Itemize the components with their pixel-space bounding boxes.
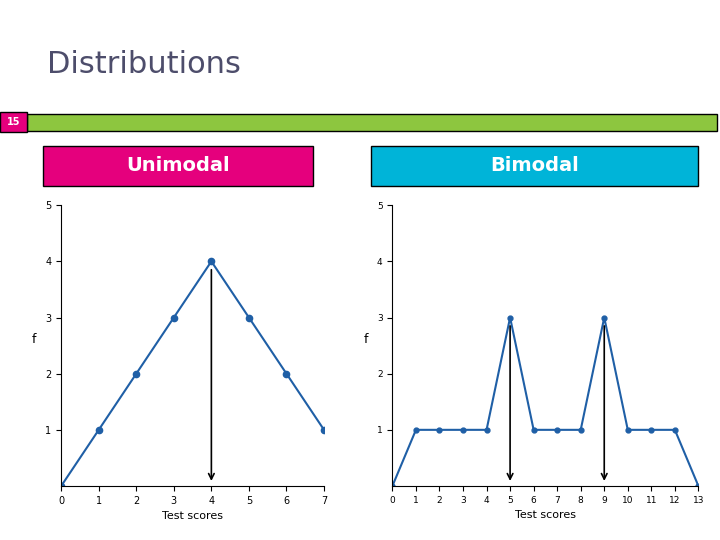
X-axis label: Test scores: Test scores bbox=[162, 511, 223, 521]
Y-axis label: f: f bbox=[364, 333, 368, 346]
Text: Bimodal: Bimodal bbox=[490, 156, 579, 176]
Y-axis label: f: f bbox=[32, 333, 37, 346]
Text: Unimodal: Unimodal bbox=[127, 156, 230, 176]
Text: 15: 15 bbox=[7, 117, 20, 127]
X-axis label: Test scores: Test scores bbox=[515, 510, 576, 520]
Text: Distributions: Distributions bbox=[47, 50, 240, 79]
